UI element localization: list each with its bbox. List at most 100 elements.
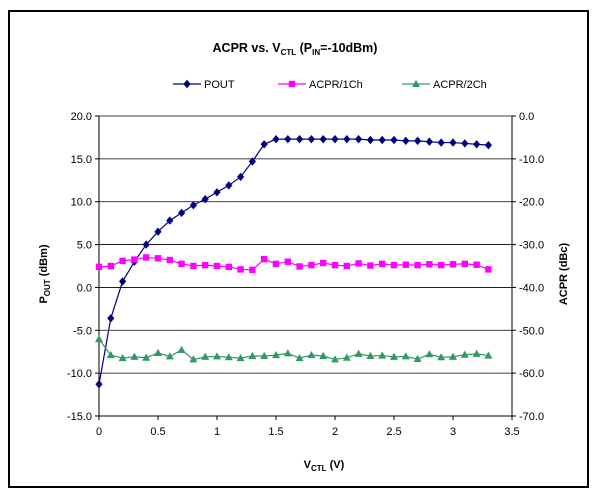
- data-point: [472, 349, 481, 357]
- data-point: [378, 351, 387, 359]
- data-point: [225, 263, 232, 271]
- data-point: [355, 134, 363, 144]
- data-point: [165, 352, 174, 360]
- data-point: [355, 260, 362, 267]
- data-point: [154, 227, 162, 236]
- data-point: [201, 352, 210, 360]
- data-point: [177, 345, 186, 353]
- data-point: [248, 157, 256, 166]
- x-tick-label: 1.5: [268, 426, 283, 438]
- series-line: [98, 338, 489, 361]
- data-point: [308, 261, 315, 269]
- data-point: [260, 140, 268, 149]
- data-point: [426, 261, 433, 268]
- data-point: [284, 258, 291, 265]
- x-axis-label: VCTL (V): [304, 459, 345, 473]
- data-point: [201, 194, 209, 204]
- data-point: [437, 353, 446, 361]
- data-point: [106, 350, 115, 359]
- data-point: [272, 260, 280, 268]
- data-point: [354, 349, 363, 357]
- data-point: [473, 261, 480, 268]
- x-tick-label: 0.5: [150, 426, 165, 438]
- data-point: [461, 139, 469, 148]
- data-point: [248, 351, 257, 359]
- data-point: [484, 351, 493, 359]
- data-point: [189, 200, 197, 210]
- legend-marker: [288, 80, 296, 88]
- data-point: [213, 262, 221, 270]
- data-point: [485, 266, 492, 273]
- data-point: [366, 351, 375, 359]
- legend-item: ACPR/2Ch: [402, 79, 487, 91]
- x-tick-label: 2: [332, 426, 338, 438]
- legend-marker: [183, 79, 191, 89]
- chart-title: ACPR vs. VCTL (PIN=-10dBm): [213, 41, 378, 57]
- legend-marker: [412, 79, 420, 87]
- data-point: [366, 135, 374, 145]
- data-point: [119, 257, 126, 265]
- data-point: [107, 314, 115, 323]
- data-point: [484, 140, 492, 150]
- x-tick-label: 1: [214, 426, 220, 438]
- data-point: [131, 256, 138, 263]
- data-point: [118, 353, 127, 362]
- series-line: [98, 256, 489, 271]
- y-right-tick-label: -60.0: [519, 368, 544, 380]
- legend-label: ACPR/2Ch: [433, 79, 487, 91]
- data-point: [95, 263, 103, 271]
- data-point: [342, 353, 351, 361]
- data-point: [130, 352, 139, 360]
- y-left-tick-label: -5.0: [73, 325, 92, 337]
- data-point: [213, 352, 221, 360]
- data-point: [296, 263, 303, 270]
- data-point: [202, 261, 209, 269]
- y-axis-left-label: POUT (dBm): [38, 244, 52, 303]
- data-point: [414, 136, 422, 146]
- data-point: [320, 259, 327, 267]
- series-line: [98, 138, 489, 385]
- chart-frame: ACPR vs. VCTL (PIN=-10dBm) POUT ACPR/1Ch A…: [8, 10, 589, 488]
- data-point: [272, 134, 280, 144]
- y-right-tick-label: 0.0: [519, 111, 534, 123]
- data-point: [95, 380, 103, 389]
- x-tick-label: 2.5: [386, 426, 401, 438]
- legend-label: POUT: [204, 79, 235, 91]
- y-right-tick-label: -70.0: [519, 411, 544, 423]
- data-point: [272, 350, 280, 359]
- data-point: [425, 137, 433, 146]
- data-point: [378, 135, 386, 145]
- series-layer: [95, 134, 493, 389]
- data-point: [461, 260, 468, 268]
- data-point: [95, 335, 103, 343]
- data-point: [390, 261, 398, 269]
- legend-item: ACPR/1Ch: [278, 79, 363, 91]
- data-point: [402, 261, 409, 268]
- data-point: [237, 172, 245, 182]
- data-point: [390, 135, 398, 145]
- data-point: [460, 350, 469, 358]
- data-point: [178, 208, 186, 218]
- data-point: [143, 254, 150, 261]
- data-point: [343, 134, 351, 144]
- data-point: [142, 353, 151, 361]
- data-point: [249, 266, 256, 274]
- data-point: [425, 350, 434, 358]
- series-acpr-1ch: [95, 254, 492, 274]
- data-point: [307, 350, 316, 359]
- data-point: [449, 352, 457, 360]
- data-point: [154, 255, 162, 262]
- data-point: [296, 134, 304, 144]
- data-point: [237, 266, 244, 273]
- legend-item: POUT: [173, 79, 235, 91]
- data-point: [449, 261, 457, 268]
- data-point: [107, 262, 114, 270]
- data-point: [166, 216, 174, 225]
- data-point: [261, 255, 268, 263]
- data-point: [154, 348, 162, 356]
- data-point: [331, 134, 339, 144]
- data-point: [225, 181, 233, 190]
- data-point: [331, 261, 339, 269]
- y-left-tick-label: 5.0: [77, 240, 92, 252]
- y-right-tick-label: -20.0: [519, 197, 544, 209]
